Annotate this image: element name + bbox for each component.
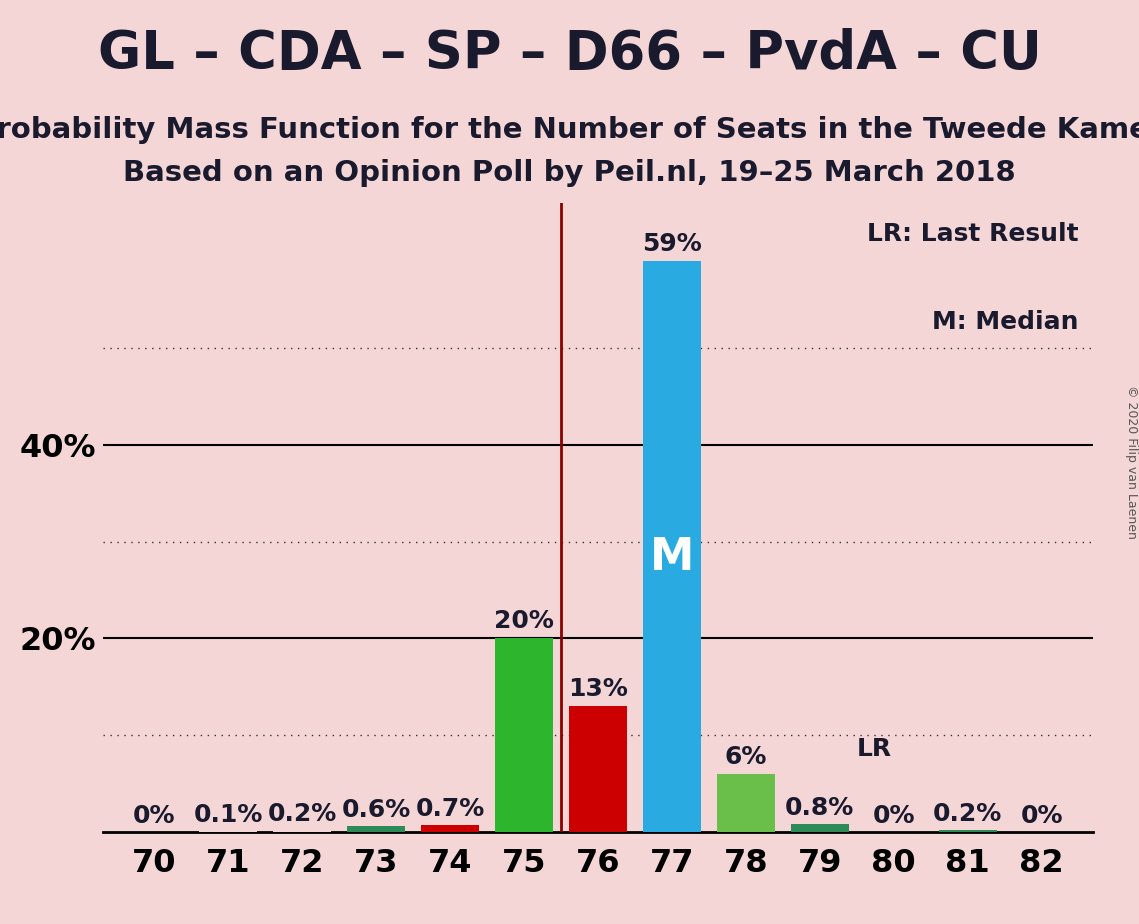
Text: 0.6%: 0.6% xyxy=(342,798,411,822)
Bar xyxy=(790,824,849,832)
Text: 0%: 0% xyxy=(1021,804,1063,828)
Text: 0.2%: 0.2% xyxy=(268,802,337,826)
Text: Probability Mass Function for the Number of Seats in the Tweede Kamer: Probability Mass Function for the Number… xyxy=(0,116,1139,143)
Bar xyxy=(495,638,552,832)
Text: LR: LR xyxy=(857,737,892,761)
Text: 0.8%: 0.8% xyxy=(785,796,854,821)
Bar xyxy=(273,830,331,832)
Bar xyxy=(570,706,626,832)
Text: LR: Last Result: LR: Last Result xyxy=(867,222,1079,246)
Bar xyxy=(347,826,405,832)
Text: 20%: 20% xyxy=(494,610,554,634)
Bar xyxy=(718,773,775,832)
Text: 0.1%: 0.1% xyxy=(194,803,263,827)
Text: © 2020 Filip van Laenen: © 2020 Filip van Laenen xyxy=(1124,385,1138,539)
Text: M: M xyxy=(649,536,694,579)
Text: 0%: 0% xyxy=(133,804,175,828)
Text: 0.7%: 0.7% xyxy=(416,797,485,821)
Text: GL – CDA – SP – D66 – PvdA – CU: GL – CDA – SP – D66 – PvdA – CU xyxy=(98,28,1041,79)
Text: 6%: 6% xyxy=(724,745,767,769)
Text: M: Median: M: Median xyxy=(932,310,1079,334)
Bar xyxy=(644,261,700,832)
Text: 0%: 0% xyxy=(872,804,915,828)
Text: Based on an Opinion Poll by Peil.nl, 19–25 March 2018: Based on an Opinion Poll by Peil.nl, 19–… xyxy=(123,159,1016,187)
Bar xyxy=(939,830,997,832)
Text: 0.2%: 0.2% xyxy=(933,802,1002,826)
Text: 13%: 13% xyxy=(568,677,628,701)
Bar xyxy=(199,831,257,832)
Text: 59%: 59% xyxy=(642,233,702,257)
Bar xyxy=(421,825,478,832)
